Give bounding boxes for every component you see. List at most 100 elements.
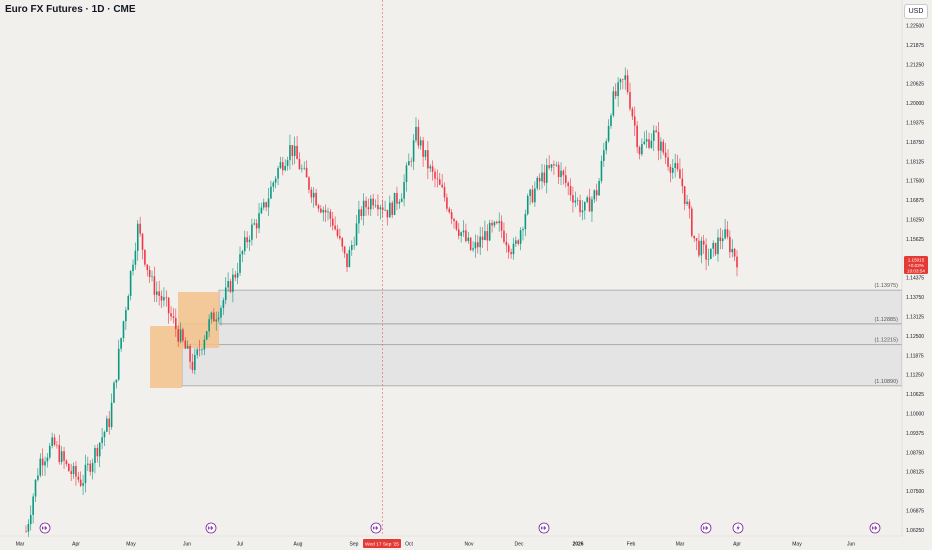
candle-body xyxy=(334,225,336,230)
candle-body xyxy=(155,291,158,295)
candle-body xyxy=(519,230,522,244)
candle-body xyxy=(203,339,206,350)
candle-body xyxy=(298,159,301,170)
candle-body xyxy=(469,237,472,250)
calendar-event-icon[interactable] xyxy=(869,522,881,534)
candle-body xyxy=(726,229,729,237)
calendar-event-icon[interactable] xyxy=(39,522,51,534)
candle-body xyxy=(724,229,726,239)
currency-button[interactable]: USD xyxy=(904,4,928,19)
candle-body xyxy=(667,157,669,167)
candle-body xyxy=(669,166,672,173)
price-tick-label: 1.08750 xyxy=(906,450,924,456)
price-tick-label: 1.19375 xyxy=(906,121,924,127)
candle-body xyxy=(572,195,574,203)
candle-body xyxy=(481,236,484,241)
time-tick-label: Jun xyxy=(183,542,191,548)
price-tick-label: 1.06875 xyxy=(906,509,924,515)
candle-body xyxy=(291,145,294,156)
candle-body xyxy=(474,242,477,249)
support-zone[interactable] xyxy=(218,289,903,325)
candle-body xyxy=(87,463,89,465)
candle-body xyxy=(369,198,372,210)
candle-body xyxy=(396,192,398,204)
price-tick-label: 1.14375 xyxy=(906,276,924,282)
candle-body xyxy=(96,447,99,457)
candle-body xyxy=(103,431,106,438)
candle-body xyxy=(626,75,629,93)
lightning-icon[interactable] xyxy=(732,522,744,534)
candle-body xyxy=(683,186,686,204)
time-tick-label: Sep xyxy=(350,542,359,548)
candle-body xyxy=(48,445,51,458)
candle-body xyxy=(122,321,125,339)
candle-body xyxy=(165,297,168,298)
candle-body xyxy=(222,300,225,309)
zone-price-label: (1.13975) xyxy=(874,283,898,289)
candle-body xyxy=(37,475,39,480)
candle-body xyxy=(127,296,130,311)
candle-body xyxy=(591,199,593,212)
candle-body xyxy=(543,172,546,183)
candle-body xyxy=(507,245,510,253)
candle-body xyxy=(448,208,451,213)
candle-body xyxy=(360,209,363,217)
candle-body xyxy=(700,240,703,256)
support-zone[interactable] xyxy=(181,344,903,387)
candle-body xyxy=(196,349,199,355)
calendar-event-icon[interactable] xyxy=(538,522,550,534)
last-price-tag: 1.15015 +0.02% 10:03:54 xyxy=(904,256,928,274)
candle-body xyxy=(296,145,298,160)
candle-body xyxy=(717,237,719,255)
candle-body xyxy=(598,180,600,196)
calendar-event-icon[interactable] xyxy=(205,522,217,534)
candle-body xyxy=(201,349,203,351)
price-tick-label: 1.21250 xyxy=(906,62,924,68)
candle-body xyxy=(643,141,646,145)
candle-body xyxy=(79,479,82,486)
candle-body xyxy=(191,361,194,371)
candle-body xyxy=(429,166,432,169)
candle-body xyxy=(612,91,615,116)
candle-body xyxy=(538,177,541,182)
candle-body xyxy=(736,256,738,268)
candle-body xyxy=(505,241,508,246)
candle-body xyxy=(339,236,341,239)
price-tick-label: 1.13750 xyxy=(906,295,924,301)
candle-body xyxy=(593,190,596,200)
candle-body xyxy=(248,239,251,243)
candle-body xyxy=(403,182,405,199)
candle-body xyxy=(27,524,30,532)
candle-body xyxy=(289,145,291,161)
candle-body xyxy=(151,276,153,278)
candle-body xyxy=(84,464,87,484)
candle-body xyxy=(610,115,612,126)
candle-body xyxy=(217,317,220,320)
time-tick-label: Apr xyxy=(733,542,741,548)
candle-body xyxy=(676,163,679,170)
candle-body xyxy=(251,224,253,240)
candle-body xyxy=(213,312,215,322)
candle-body xyxy=(286,160,289,166)
candle-body xyxy=(160,295,163,301)
candle-body xyxy=(603,150,605,161)
candle-body xyxy=(186,345,189,349)
candle-body xyxy=(691,208,693,236)
candle-body xyxy=(686,201,688,204)
candle-body xyxy=(132,264,134,272)
candle-body xyxy=(500,221,503,231)
candle-body xyxy=(136,223,139,251)
calendar-event-icon[interactable] xyxy=(700,522,712,534)
calendar-event-icon[interactable] xyxy=(370,522,382,534)
candle-body xyxy=(550,164,553,168)
candle-body xyxy=(60,451,63,463)
candle-body xyxy=(648,139,650,148)
candle-body xyxy=(450,212,453,219)
candle-body xyxy=(733,248,736,257)
zone-price-label: (1.12215) xyxy=(874,338,898,344)
support-zone[interactable] xyxy=(181,323,903,346)
zone-price-label: (1.10890) xyxy=(874,379,898,385)
candle-body xyxy=(115,379,118,383)
candle-body xyxy=(41,458,44,466)
